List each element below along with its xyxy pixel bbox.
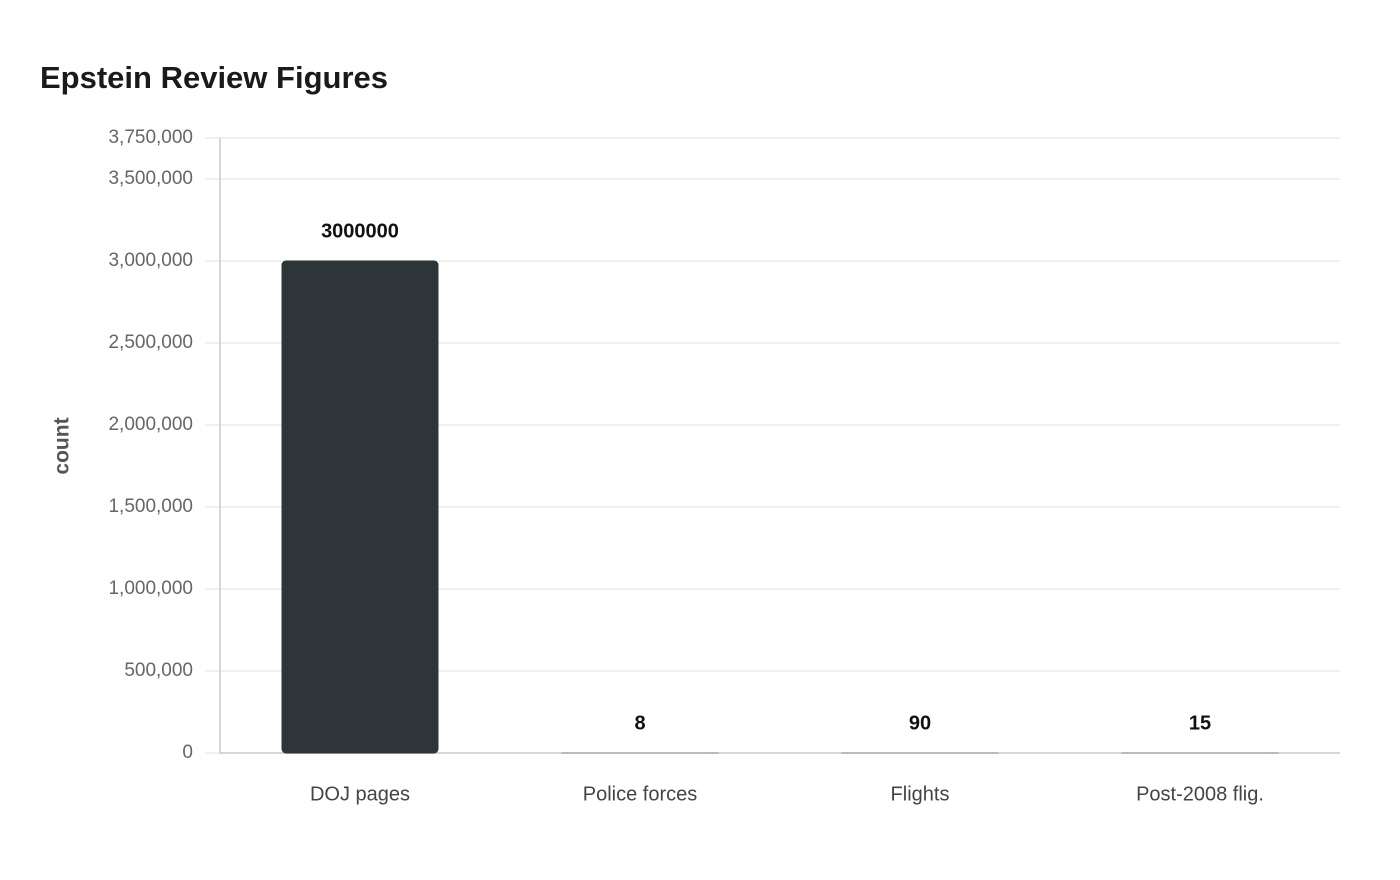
y-tick-label: 2,500,000 [108,332,193,353]
y-tick-label: 1,500,000 [108,496,193,517]
y-tick-label: 3,750,000 [108,127,193,148]
x-tick-label: Flights [891,783,950,805]
value-label: 90 [909,712,931,734]
y-tick-label: 3,500,000 [108,168,193,189]
y-tick-label: 3,000,000 [108,250,193,271]
x-tick-label: Post-2008 flig. [1136,783,1264,805]
y-tick-label: 2,000,000 [108,414,193,435]
y-tick-label: 0 [182,742,193,763]
value-label: 15 [1189,712,1211,734]
x-tick-label: DOJ pages [310,783,410,805]
y-axis-label: count [51,417,74,474]
y-tick-label: 1,000,000 [108,578,193,599]
value-label: 8 [634,712,645,734]
value-label: 3000000 [321,220,399,242]
x-tick-label: Police forces [583,783,698,805]
bar [281,260,439,754]
y-tick-label: 500,000 [124,660,193,681]
chart-title: Epstein Review Figures [40,60,388,95]
